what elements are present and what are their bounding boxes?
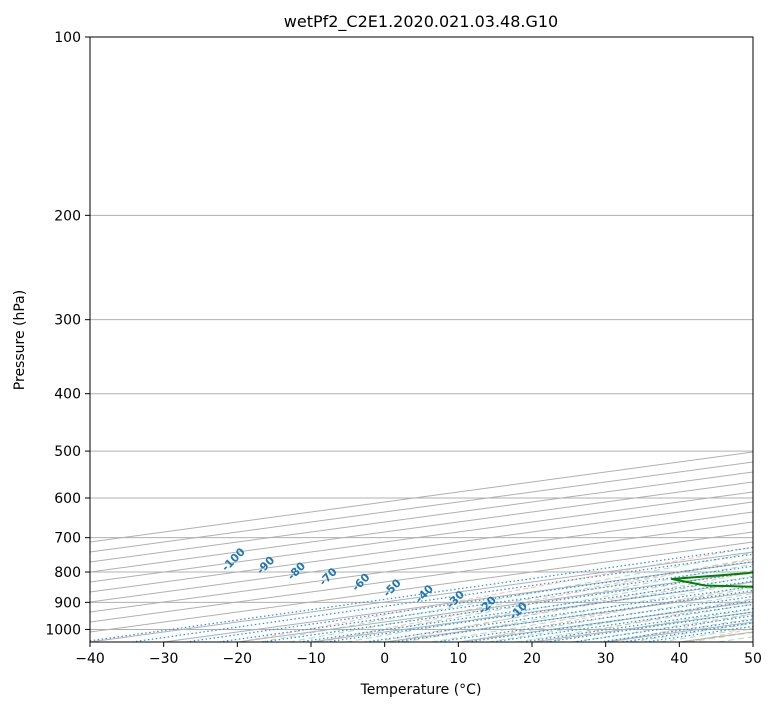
x-tick-label: −30 bbox=[149, 651, 179, 667]
mixing-ratio-lines bbox=[90, 546, 753, 642]
y-tick-label: 1000 bbox=[45, 622, 81, 638]
y-tick-label: 200 bbox=[54, 208, 81, 224]
isotherm-line bbox=[90, 501, 753, 593]
isotherm-line bbox=[90, 511, 753, 603]
y-tick-label: 800 bbox=[54, 565, 81, 581]
x-tick-label: 50 bbox=[744, 651, 762, 667]
x-axis-label: Temperature (°C) bbox=[360, 682, 482, 698]
mixing-ratio-line bbox=[436, 595, 753, 642]
x-tick-label: 0 bbox=[380, 651, 389, 667]
y-axis-label: Pressure (hPa) bbox=[12, 290, 28, 390]
chart-title: wetPf2_C2E1.2020.021.03.48.G10 bbox=[284, 12, 558, 32]
dry-adiabat bbox=[464, 585, 753, 642]
mixing-ratio-line bbox=[467, 600, 753, 642]
x-tick-label: −20 bbox=[223, 651, 253, 667]
isotherm-line bbox=[90, 451, 753, 543]
y-tick-label: 900 bbox=[54, 595, 81, 611]
y-tick-label: 700 bbox=[54, 531, 81, 547]
mixing-ratio-line bbox=[522, 608, 753, 642]
axis-ticks: −40 −30 −20 −10 0 10 20 30 40 50 100 200 300 400 500 60… bbox=[45, 30, 762, 667]
plot-frame bbox=[89, 36, 754, 643]
y-tick-label: 300 bbox=[54, 313, 81, 329]
background-lines bbox=[90, 37, 753, 642]
isotherm-line bbox=[90, 531, 753, 623]
mixing-ratio-line bbox=[185, 561, 753, 642]
x-tick-label: 20 bbox=[523, 651, 541, 667]
mixing-ratio-line bbox=[90, 546, 753, 642]
isotherm-line bbox=[90, 471, 753, 563]
x-tick-label: −40 bbox=[75, 651, 105, 667]
isotherm-line bbox=[90, 461, 753, 553]
x-tick-label: 10 bbox=[449, 651, 467, 667]
mixing-ratio-line bbox=[131, 553, 753, 642]
dry-adiabat bbox=[239, 546, 753, 642]
y-tick-label: 500 bbox=[54, 444, 81, 460]
y-tick-label: 600 bbox=[54, 491, 81, 507]
dry-adiabat bbox=[314, 558, 753, 642]
y-tick-label: 100 bbox=[54, 30, 81, 46]
x-tick-label: 30 bbox=[597, 651, 615, 667]
isotherm-line bbox=[90, 481, 753, 573]
x-tick-label: 40 bbox=[670, 651, 688, 667]
x-tick-label: −10 bbox=[296, 651, 326, 667]
isotherm-line bbox=[90, 491, 753, 583]
mixing-ratio-line bbox=[492, 603, 753, 642]
isotherm-line bbox=[90, 521, 753, 613]
y-tick-label: 400 bbox=[54, 387, 81, 403]
